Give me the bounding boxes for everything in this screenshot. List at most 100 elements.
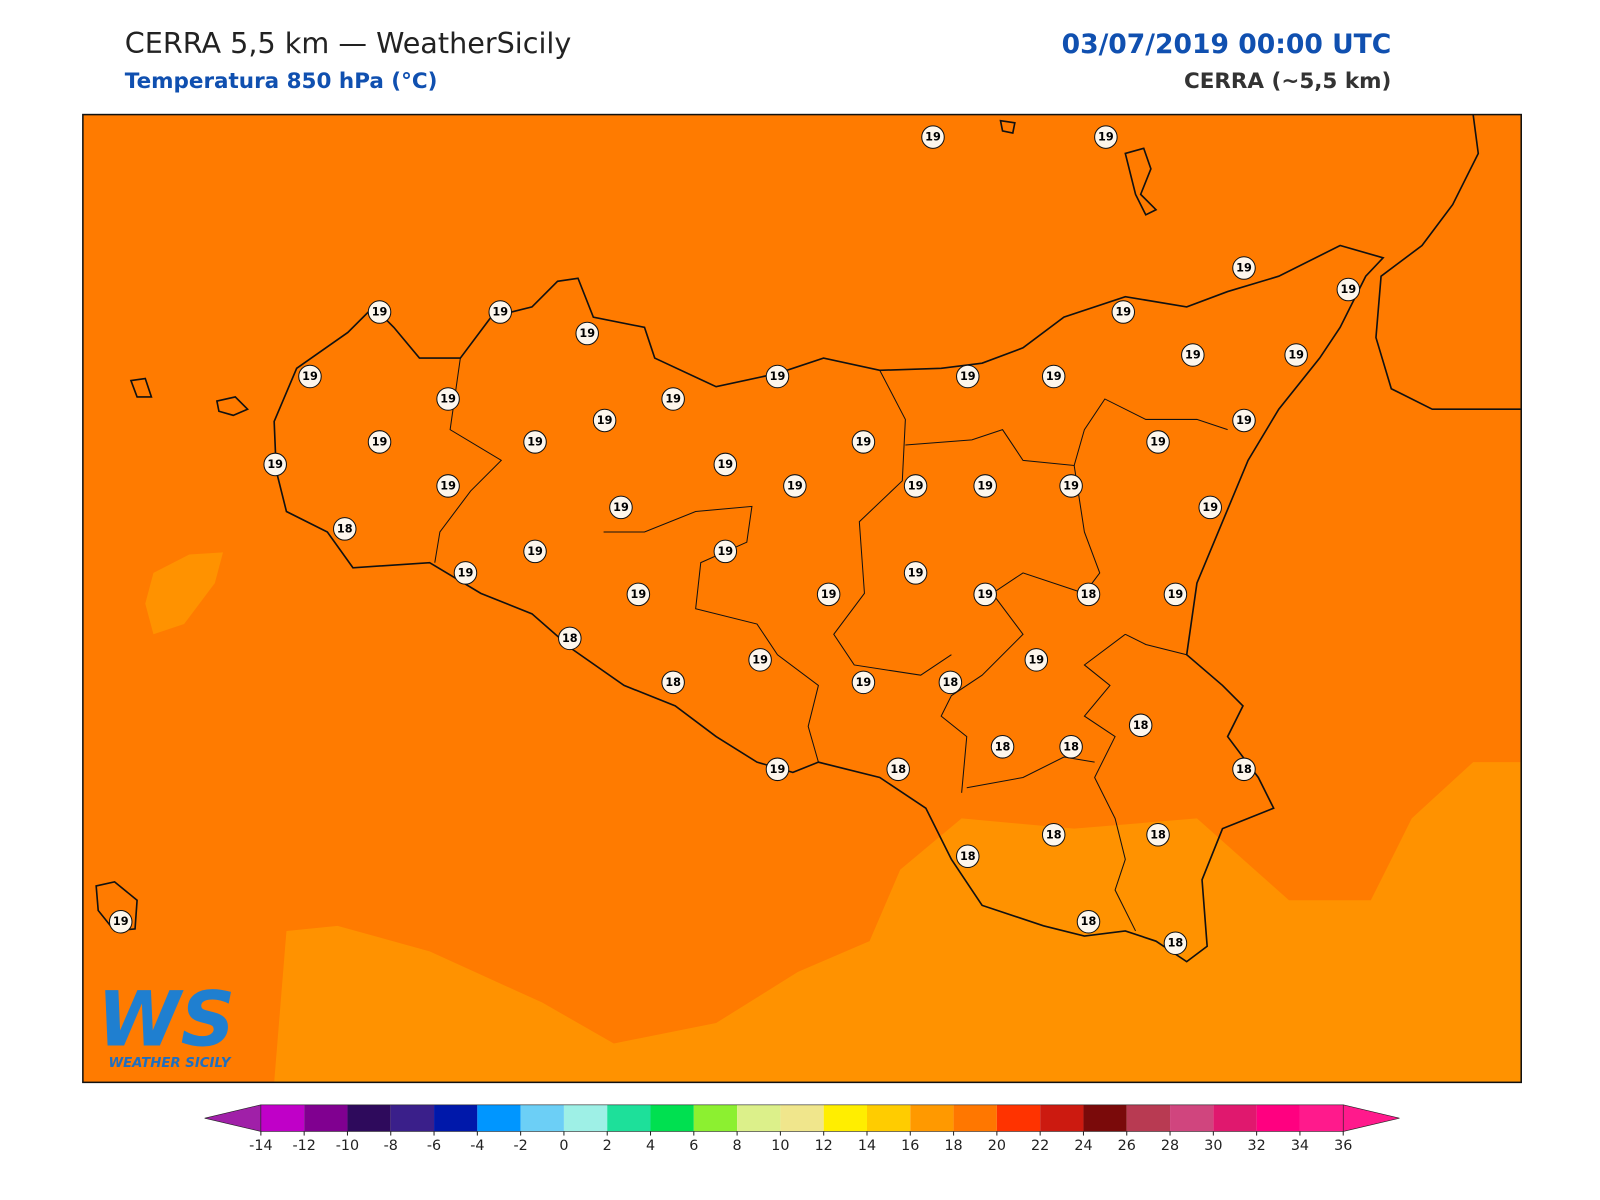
station-value: 19 <box>372 435 388 448</box>
station-marker <box>332 517 357 541</box>
station-marker <box>1181 343 1205 367</box>
station: 19 <box>851 670 876 695</box>
station-value: 19 <box>1098 131 1114 144</box>
station: 18 <box>332 517 357 541</box>
colorbar-tick-label: -8 <box>384 1138 398 1154</box>
map-area: 19 19 19 19 19 19 19 19 19 19 19 19 19 19 19 19 19 19 19 19… <box>82 114 1522 1083</box>
station: 19 <box>765 757 790 782</box>
station-value: 18 <box>995 740 1011 753</box>
station: 19 <box>903 474 928 498</box>
station-value: 19 <box>1168 588 1184 601</box>
colorbar-segment <box>1126 1104 1171 1132</box>
colorbar-segment <box>1083 1104 1127 1132</box>
station-marker <box>1059 474 1083 498</box>
colorbar-segment <box>304 1104 348 1132</box>
station: 19 <box>367 430 392 454</box>
station-value: 19 <box>665 392 681 405</box>
station: 18 <box>1163 931 1188 955</box>
colorbar-segment <box>520 1104 564 1132</box>
station: 19 <box>1181 343 1205 367</box>
station-marker <box>956 844 980 869</box>
station-marker <box>488 300 513 324</box>
station-marker <box>1094 125 1118 149</box>
station-value: 19 <box>1288 348 1304 361</box>
station-value: 18 <box>1063 740 1079 753</box>
station-value: 19 <box>113 915 129 928</box>
station-marker <box>367 300 392 324</box>
station-value: 19 <box>527 435 543 448</box>
station: 19 <box>592 408 617 433</box>
colorbar-segment <box>1040 1104 1084 1132</box>
colorbar-segment <box>1213 1104 1257 1132</box>
station-value: 19 <box>856 435 872 448</box>
station-marker <box>436 387 460 411</box>
station-value: 19 <box>787 479 803 492</box>
colorbar-tick-label: 14 <box>858 1138 876 1154</box>
model-label: CERRA (~5,5 km) <box>1184 69 1391 94</box>
station-marker <box>298 364 322 389</box>
colorbar-tick-label: 34 <box>1291 1138 1309 1154</box>
station-value: 19 <box>267 458 283 471</box>
station-value: 19 <box>492 306 508 319</box>
station-marker <box>575 321 599 346</box>
station: 19 <box>1336 277 1361 302</box>
station-value: 19 <box>458 566 474 579</box>
station-value: 19 <box>752 653 768 666</box>
station: 19 <box>298 364 322 389</box>
colorbar-segment <box>1299 1104 1344 1132</box>
station-value: 19 <box>821 588 837 601</box>
station-value: 19 <box>1150 435 1166 448</box>
station-value: 19 <box>770 370 786 383</box>
station-marker <box>886 757 910 782</box>
station-value: 19 <box>960 370 976 383</box>
station: 19 <box>1198 495 1222 520</box>
station-marker <box>765 757 790 782</box>
station-value: 19 <box>527 545 543 558</box>
title: CERRA 5,5 km — WeatherSicily <box>125 26 572 60</box>
station-value: 18 <box>1168 937 1184 950</box>
field-16-18 <box>274 762 1522 1083</box>
station: 18 <box>558 626 582 651</box>
station-marker <box>1198 495 1222 520</box>
station-marker <box>851 430 876 454</box>
station-marker <box>1076 909 1101 934</box>
colorbar-segment <box>823 1104 867 1132</box>
station-marker <box>713 452 738 477</box>
station-marker <box>1076 582 1101 607</box>
colorbar-segment <box>866 1104 911 1132</box>
colorbar-segment <box>477 1104 521 1132</box>
station-value: 19 <box>440 479 456 492</box>
colorbar-segment <box>607 1104 651 1132</box>
coastlines <box>95 114 1522 963</box>
logo-mark: WS <box>97 976 235 1064</box>
station-marker <box>1146 823 1170 847</box>
station-marker <box>921 125 945 149</box>
station-value: 19 <box>717 458 733 471</box>
station: 19 <box>661 387 685 411</box>
colorbar-segment <box>650 1104 694 1132</box>
colorbar-segment <box>260 1104 305 1132</box>
station-value: 19 <box>977 479 993 492</box>
station: 19 <box>609 495 633 520</box>
station-marker <box>661 387 685 411</box>
station: 18 <box>938 670 963 695</box>
station: 19 <box>626 582 651 607</box>
station-marker <box>1146 430 1170 454</box>
station-marker <box>748 648 772 672</box>
station: 19 <box>523 539 547 564</box>
station: 18 <box>956 844 980 869</box>
logo-name: WEATHER SICILY <box>108 1056 231 1071</box>
station: 19 <box>1094 125 1118 149</box>
station: 18 <box>1076 582 1101 607</box>
colorbar-segment <box>910 1104 954 1132</box>
colorbar-segment <box>737 1104 781 1132</box>
station-marker <box>783 474 807 498</box>
station-value: 19 <box>908 566 924 579</box>
station-marker <box>713 539 738 564</box>
station: 18 <box>1059 735 1083 759</box>
station: 19 <box>973 582 997 607</box>
station-value: 19 <box>579 327 595 340</box>
colorbar-segment <box>780 1104 824 1132</box>
station: 19 <box>1041 364 1066 389</box>
